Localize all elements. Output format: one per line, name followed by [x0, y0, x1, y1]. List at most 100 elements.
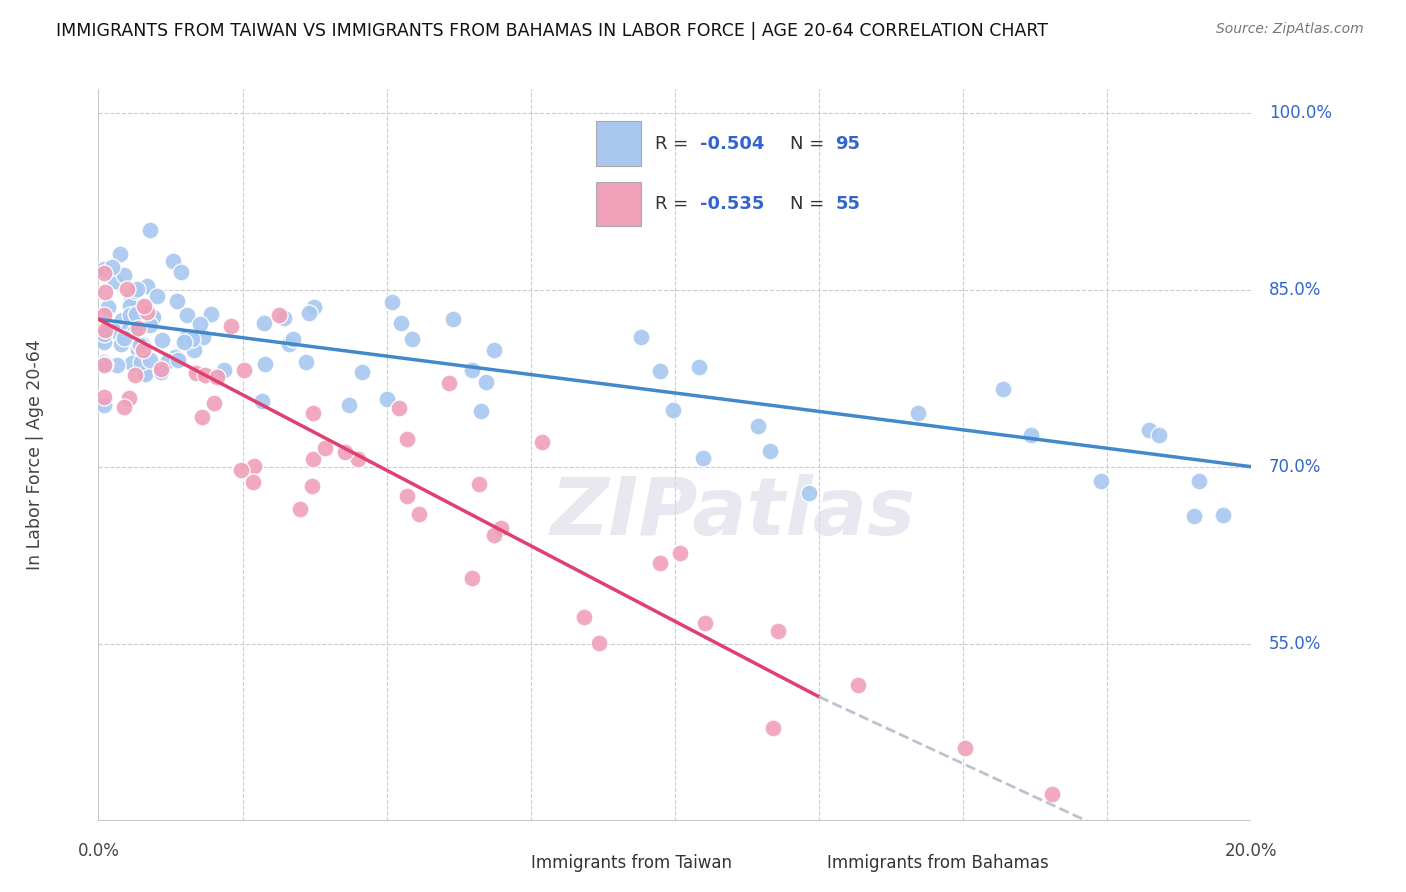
Text: N =: N =	[790, 195, 830, 213]
Point	[747, 419, 769, 434]
Point	[103, 324, 125, 338]
Point	[766, 624, 789, 638]
Point	[650, 364, 672, 378]
Point	[146, 289, 169, 303]
Point	[990, 837, 1012, 851]
Point	[574, 610, 596, 624]
Point	[138, 352, 160, 367]
Point	[387, 401, 409, 415]
Point	[381, 295, 404, 310]
Point	[205, 369, 228, 384]
Point	[135, 279, 157, 293]
Point	[125, 282, 148, 296]
Point	[163, 350, 186, 364]
Point	[482, 343, 505, 357]
Point	[1212, 508, 1234, 522]
Point	[134, 367, 156, 381]
Point	[202, 396, 225, 410]
Point	[120, 308, 142, 322]
Point	[125, 307, 148, 321]
Point	[132, 301, 155, 315]
Text: 55.0%: 55.0%	[1268, 635, 1322, 653]
Point	[797, 486, 820, 500]
Point	[242, 475, 264, 490]
Point	[588, 636, 610, 650]
Text: 70.0%: 70.0%	[1268, 458, 1322, 475]
Point	[298, 305, 321, 319]
Point	[253, 357, 276, 371]
Point	[233, 362, 256, 376]
Point	[94, 323, 117, 337]
Text: Source: ZipAtlas.com: Source: ZipAtlas.com	[1216, 22, 1364, 37]
Point	[907, 406, 929, 420]
Text: -0.504: -0.504	[700, 135, 765, 153]
Point	[157, 354, 180, 368]
Point	[630, 329, 652, 343]
Point	[94, 358, 117, 372]
Bar	[596, 121, 641, 166]
Point	[127, 320, 149, 334]
Point	[302, 406, 325, 420]
Point	[953, 740, 976, 755]
Point	[846, 678, 869, 692]
Point	[1040, 788, 1063, 802]
Point	[375, 392, 398, 406]
Point	[662, 403, 685, 417]
Point	[142, 310, 165, 324]
Point	[93, 262, 115, 277]
Point	[104, 273, 127, 287]
Point	[396, 432, 419, 446]
Point	[118, 392, 141, 406]
Point	[219, 318, 242, 333]
Point	[281, 332, 304, 346]
Point	[1149, 428, 1171, 442]
Point	[129, 337, 152, 351]
Point	[1019, 428, 1042, 442]
Point	[295, 355, 318, 369]
Point	[135, 305, 157, 319]
Point	[267, 309, 290, 323]
Text: ZIPatlas: ZIPatlas	[550, 475, 915, 552]
Point	[105, 358, 128, 372]
Point	[135, 368, 157, 382]
Point	[97, 300, 120, 314]
Point	[441, 312, 464, 326]
Point	[180, 333, 202, 347]
Point	[129, 304, 152, 318]
Point	[115, 282, 138, 296]
Point	[93, 334, 115, 349]
Text: In Labor Force | Age 20-64: In Labor Force | Age 20-64	[25, 340, 44, 570]
Point	[460, 571, 482, 585]
Point	[352, 366, 374, 380]
Point	[120, 290, 142, 304]
Point	[132, 343, 155, 358]
Point	[530, 435, 553, 450]
Point	[162, 254, 184, 268]
Point	[302, 452, 325, 467]
Text: R =: R =	[655, 195, 695, 213]
Point	[389, 316, 412, 330]
Point	[188, 318, 211, 332]
Text: -0.535: -0.535	[700, 195, 765, 213]
Point	[93, 398, 115, 412]
Point	[692, 450, 714, 465]
Point	[401, 332, 423, 346]
Point	[1137, 423, 1160, 437]
Point	[138, 318, 160, 332]
Point	[176, 331, 198, 345]
Point	[93, 331, 115, 345]
Text: R =: R =	[655, 135, 695, 153]
Point	[484, 528, 506, 542]
Point	[176, 308, 198, 322]
Point	[333, 445, 356, 459]
Point	[108, 247, 131, 261]
Point	[112, 331, 135, 345]
Point	[134, 299, 156, 313]
Point	[693, 616, 716, 631]
Point	[117, 322, 139, 336]
Point	[408, 507, 430, 521]
Point	[650, 556, 672, 570]
Text: 95: 95	[835, 135, 860, 153]
Point	[93, 285, 115, 299]
Point	[991, 382, 1014, 396]
